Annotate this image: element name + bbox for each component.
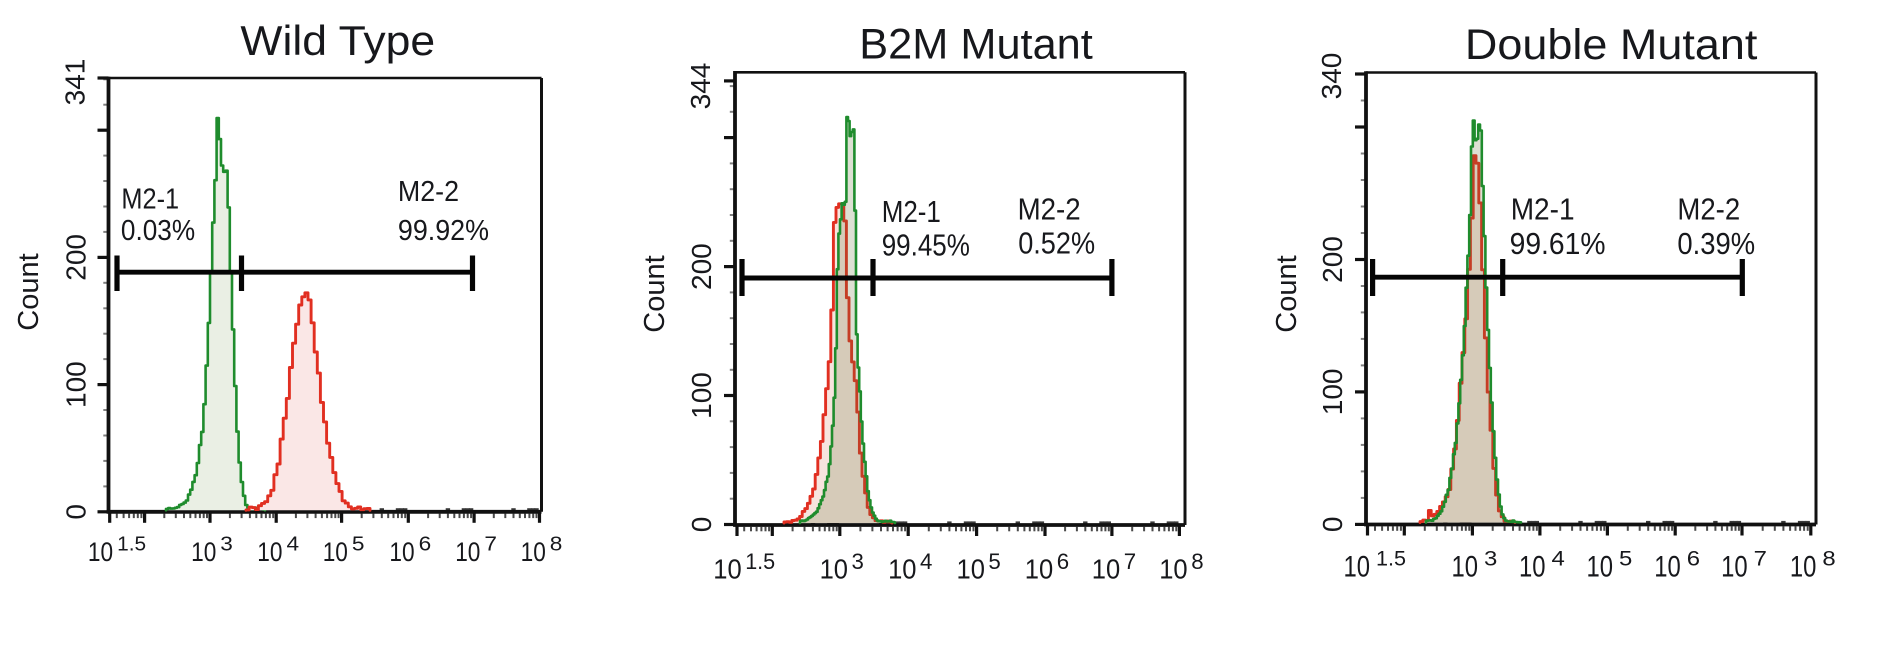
svg-text:M2-1: M2-1	[882, 195, 941, 229]
svg-text:1.5: 1.5	[117, 533, 146, 556]
svg-text:200: 200	[61, 234, 92, 281]
svg-text:4: 4	[1552, 546, 1565, 570]
svg-text:344: 344	[685, 63, 716, 110]
svg-text:Count: Count	[1271, 255, 1303, 332]
svg-text:10: 10	[1587, 551, 1614, 584]
svg-text:10: 10	[1344, 551, 1371, 584]
svg-text:0: 0	[61, 504, 92, 520]
svg-text:10: 10	[389, 537, 414, 567]
svg-text:5: 5	[1619, 546, 1632, 570]
svg-text:0.52%: 0.52%	[1018, 227, 1095, 261]
svg-text:99.61%: 99.61%	[1510, 226, 1606, 261]
svg-text:0: 0	[686, 517, 717, 533]
svg-text:10: 10	[1721, 551, 1748, 584]
svg-text:200: 200	[1317, 236, 1348, 283]
svg-text:3: 3	[220, 533, 233, 556]
svg-text:10: 10	[1519, 551, 1546, 584]
svg-text:M2-1: M2-1	[1511, 192, 1575, 227]
svg-text:0.03%: 0.03%	[121, 215, 195, 247]
svg-text:5: 5	[988, 549, 1000, 574]
svg-text:10: 10	[820, 554, 848, 585]
svg-text:99.92%: 99.92%	[398, 215, 489, 247]
svg-text:10: 10	[1092, 554, 1120, 585]
svg-text:3: 3	[1484, 546, 1497, 570]
svg-text:3: 3	[852, 549, 864, 574]
svg-text:1.5: 1.5	[1376, 546, 1406, 570]
svg-text:6: 6	[1057, 549, 1069, 574]
svg-text:0: 0	[1317, 517, 1348, 533]
svg-text:6: 6	[419, 533, 432, 556]
svg-text:10: 10	[1790, 551, 1817, 584]
svg-text:200: 200	[686, 243, 717, 290]
svg-text:10: 10	[1452, 551, 1479, 584]
svg-text:M2-1: M2-1	[121, 183, 179, 215]
svg-text:1.5: 1.5	[745, 549, 775, 574]
svg-text:100: 100	[1317, 369, 1348, 416]
svg-text:10: 10	[1654, 551, 1681, 584]
svg-text:100: 100	[686, 372, 717, 419]
svg-text:10: 10	[455, 537, 480, 567]
svg-text:Count: Count	[639, 255, 671, 332]
svg-text:10: 10	[257, 537, 282, 567]
svg-text:Wild Type: Wild Type	[240, 17, 435, 64]
svg-text:8: 8	[1822, 546, 1835, 570]
svg-text:341: 341	[60, 59, 91, 106]
svg-text:10: 10	[957, 554, 985, 585]
svg-text:10: 10	[888, 554, 916, 585]
svg-text:10: 10	[713, 554, 741, 585]
svg-text:8: 8	[1191, 549, 1203, 574]
svg-text:8: 8	[550, 533, 563, 556]
svg-text:Count: Count	[13, 253, 45, 330]
svg-text:B2M Mutant: B2M Mutant	[859, 21, 1093, 69]
svg-text:340: 340	[1316, 53, 1347, 100]
svg-text:10: 10	[88, 537, 113, 567]
svg-text:10: 10	[323, 537, 348, 567]
svg-text:6: 6	[1687, 546, 1700, 570]
svg-text:Double Mutant: Double Mutant	[1465, 21, 1758, 69]
svg-text:4: 4	[287, 533, 300, 556]
svg-text:10: 10	[521, 537, 546, 567]
svg-text:100: 100	[61, 361, 92, 408]
svg-text:5: 5	[352, 533, 365, 556]
svg-text:4: 4	[920, 549, 932, 574]
svg-text:0.39%: 0.39%	[1677, 226, 1755, 261]
svg-text:10: 10	[1025, 554, 1053, 585]
svg-text:7: 7	[1754, 546, 1767, 570]
svg-text:M2-2: M2-2	[398, 176, 459, 208]
svg-text:7: 7	[484, 533, 497, 556]
svg-text:10: 10	[1159, 554, 1187, 585]
svg-text:10: 10	[191, 537, 216, 567]
svg-text:99.45%: 99.45%	[882, 228, 970, 262]
svg-text:7: 7	[1124, 549, 1136, 574]
svg-text:M2-2: M2-2	[1677, 192, 1740, 227]
svg-text:M2-2: M2-2	[1018, 192, 1081, 226]
